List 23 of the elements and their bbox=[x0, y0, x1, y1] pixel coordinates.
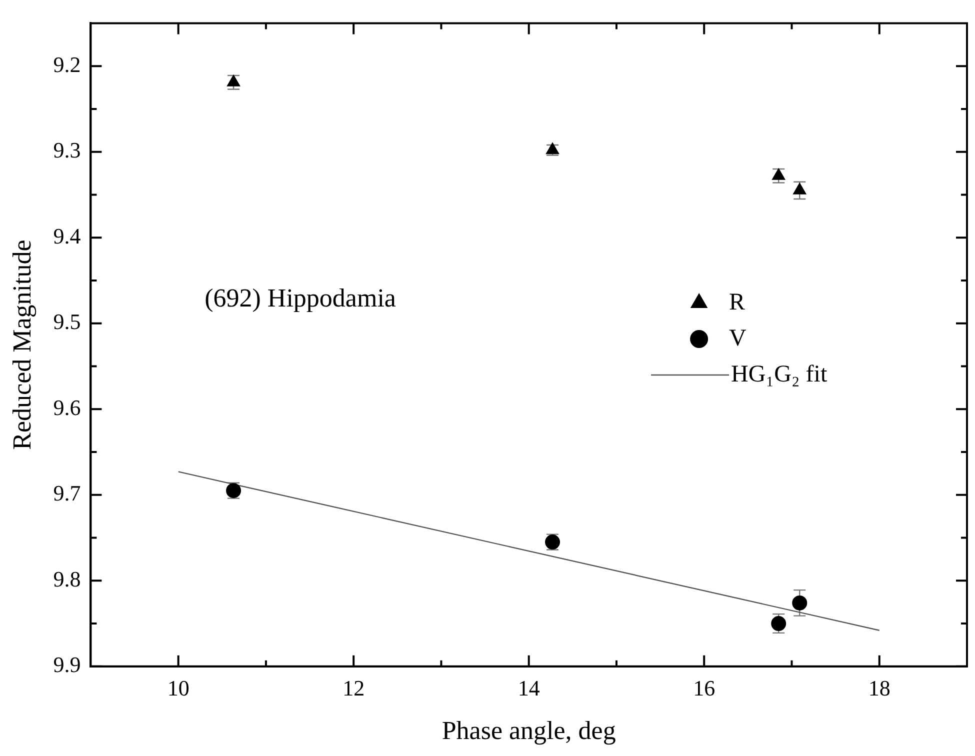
x-tick-label: 10 bbox=[167, 675, 190, 700]
legend-label: R bbox=[729, 289, 746, 316]
y-tick-label: 9.6 bbox=[53, 394, 81, 420]
y-tick-label: 9.3 bbox=[53, 138, 81, 163]
y-tick-label: 9.4 bbox=[53, 223, 81, 248]
x-tick-label: 18 bbox=[868, 675, 890, 700]
legend-label: HG₁G₂ fit bbox=[731, 361, 828, 388]
point bbox=[772, 168, 786, 180]
y-tick-label: 9.7 bbox=[53, 480, 81, 506]
legend-label: V bbox=[729, 325, 748, 352]
point bbox=[792, 595, 808, 610]
annotation: (692) Hippodamia bbox=[204, 284, 396, 313]
x-axis-title: Phase angle, deg bbox=[442, 716, 616, 746]
point bbox=[793, 182, 806, 194]
y-tick-label: 9.9 bbox=[53, 652, 81, 678]
y-tick-label: 9.8 bbox=[53, 566, 81, 592]
y-axis-title: Reduced Magnitude bbox=[7, 240, 36, 450]
x-tick-label: 16 bbox=[693, 675, 716, 700]
y-tick-label: 9.2 bbox=[53, 52, 81, 77]
x-tick-label: 12 bbox=[342, 675, 365, 700]
y-tick-label: 9.5 bbox=[53, 309, 81, 334]
x-tick-label: 14 bbox=[518, 675, 540, 700]
point bbox=[226, 74, 240, 86]
